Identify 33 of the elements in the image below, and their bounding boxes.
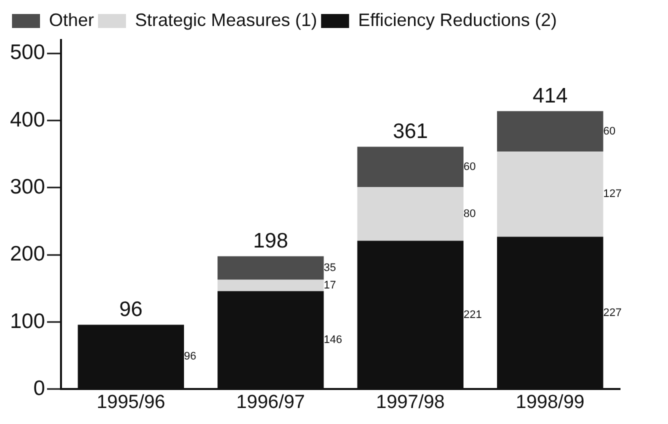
data-label: 96: [119, 298, 143, 322]
y-tick-label: 0: [33, 376, 46, 400]
data-label: 127: [603, 188, 622, 200]
data-label: 60: [603, 125, 616, 138]
bar: [218, 256, 324, 280]
total-label: 361: [392, 120, 428, 144]
data-label: 227: [603, 306, 622, 319]
total-label: 96: [184, 350, 196, 363]
y-tick-label: 300: [10, 176, 46, 199]
total-label: 414: [532, 84, 568, 108]
data-label: 80: [463, 208, 476, 220]
data-label: 221: [463, 308, 482, 321]
x-tick-label: 1998/99: [516, 392, 584, 413]
y-tick-label: 500: [10, 41, 46, 64]
bar: [357, 146, 464, 188]
legend-label: Efficiency Reductions (2): [358, 10, 557, 30]
data-label: 146: [324, 334, 342, 346]
x-tick-label: 1995/96: [96, 392, 166, 413]
y-tick-label: 400: [10, 108, 46, 132]
data-label: 17: [324, 279, 336, 292]
bar: [497, 111, 604, 152]
legend-label: Other: [49, 10, 94, 30]
legend-label: Strategic Measures (1): [135, 10, 318, 30]
data-label: 60: [463, 160, 476, 173]
bar: [357, 187, 464, 241]
bar: [497, 151, 604, 237]
bar: [218, 280, 324, 292]
data-label: 35: [324, 262, 336, 274]
y-tick-label: 100: [10, 310, 46, 333]
total-label: 198: [253, 230, 288, 253]
y-tick-label: 200: [10, 242, 46, 266]
x-tick-label: 1996/97: [236, 392, 305, 413]
x-tick-label: 1997/98: [376, 392, 445, 413]
